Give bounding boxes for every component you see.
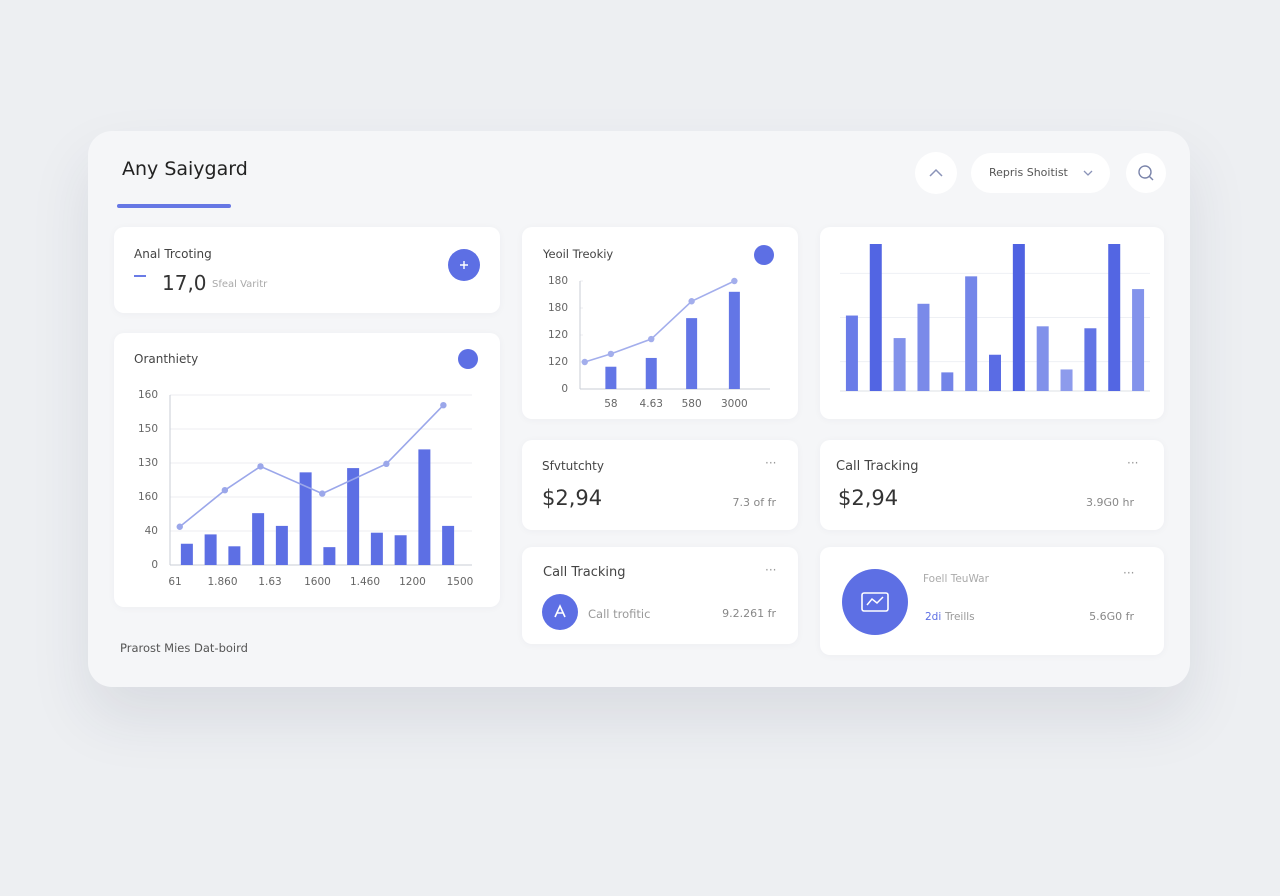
- chevron-down-icon: [1083, 170, 1093, 176]
- icon-glyph: [861, 592, 889, 612]
- summary-title: Foell TeuWar: [923, 573, 989, 585]
- plus-icon: [460, 261, 468, 269]
- search-button[interactable]: [1126, 153, 1166, 193]
- chart-card: [820, 227, 1164, 419]
- dropdown-label: Repris Shoitist: [989, 166, 1068, 179]
- chart-title: Yeoil Treokiy: [543, 247, 614, 261]
- kpi-value: 17,0: [162, 271, 207, 295]
- summary-icon: [842, 569, 908, 635]
- stat-value: $2,94: [838, 486, 899, 510]
- search-icon: [1138, 165, 1154, 181]
- chart-title: Oranthiety: [134, 352, 199, 366]
- tracking-title: Call Tracking: [543, 565, 626, 580]
- more-menu[interactable]: ···: [765, 456, 777, 470]
- footer-text: Prarost Mies Dat-boird: [120, 641, 248, 655]
- tracking-note: 9.2.261 fr: [722, 607, 776, 620]
- title-underline: [117, 204, 231, 208]
- stat-card: [522, 440, 798, 530]
- summary-prefix: 2di: [925, 611, 942, 623]
- summary-label: Treills: [945, 611, 975, 623]
- tracking-icon: [542, 594, 578, 630]
- tracking-label: Call trofitic: [588, 607, 651, 621]
- stat-value: $2,94: [542, 486, 603, 510]
- report-dropdown[interactable]: Repris Shoitist: [971, 153, 1110, 193]
- kpi-title: Anal Trcoting: [134, 247, 212, 261]
- kpi-card: [114, 227, 500, 313]
- more-menu[interactable]: ···: [1127, 456, 1139, 470]
- icon-glyph: [554, 604, 566, 618]
- stat-note: 7.3 of fr: [732, 496, 776, 509]
- stat-card: [820, 440, 1164, 530]
- chart-card: [114, 333, 500, 607]
- stat-note: 3.9G0 hr: [1085, 496, 1134, 509]
- kpi-marker: [134, 275, 146, 277]
- dashboard-title: Any Saiygard: [122, 158, 248, 180]
- summary-note: 5.6G0 fr: [1089, 610, 1134, 623]
- add-button[interactable]: [448, 249, 480, 281]
- chevron-up-icon: [929, 168, 943, 177]
- collapse-button[interactable]: [915, 152, 957, 194]
- more-menu[interactable]: ···: [765, 563, 777, 577]
- chart-badge[interactable]: [754, 245, 774, 265]
- more-menu[interactable]: ···: [1123, 566, 1135, 580]
- kpi-note: Sfeal Varitr: [212, 279, 268, 290]
- stat-title: Call Tracking: [836, 459, 919, 474]
- stat-title: Sfvtutchty: [542, 459, 604, 473]
- chart-badge[interactable]: [458, 349, 478, 369]
